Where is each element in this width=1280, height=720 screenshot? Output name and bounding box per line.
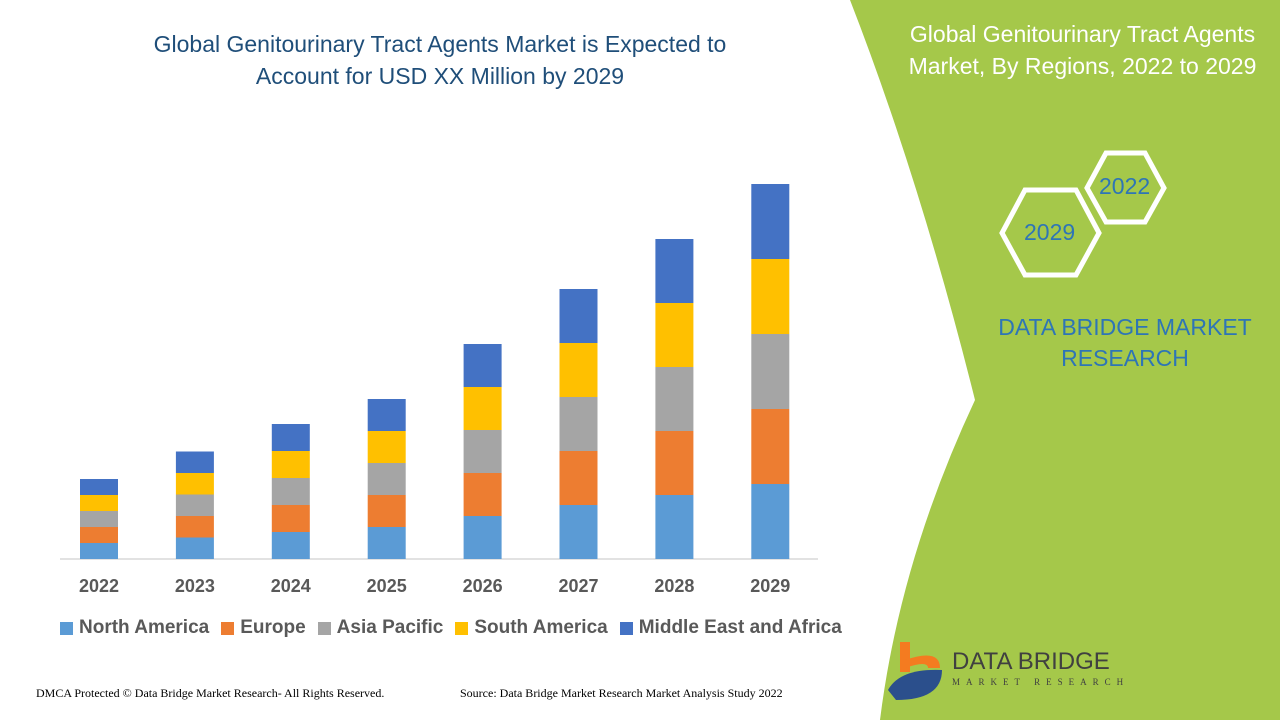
- legend-item: Asia Pacific: [317, 617, 444, 639]
- bar-segment-2027-north-america: [559, 505, 598, 559]
- bar-segment-2022-asia-pacific: [80, 511, 118, 527]
- bar-segment-2023-asia-pacific: [175, 494, 214, 516]
- side-title: Global Genitourinary Tract Agents Market…: [890, 18, 1275, 82]
- bar-segment-2025-asia-pacific: [367, 463, 406, 495]
- legend-item: North America: [60, 617, 209, 639]
- bar-segment-2022-north-america: [80, 543, 118, 559]
- bar-segment-2022-middle-east-and-africa: [80, 479, 118, 495]
- bar-segment-2028-south-america: [655, 303, 694, 367]
- x-tick-labels: 2022 2023 2024 2025 2026 2027 2028 2029: [79, 576, 790, 596]
- hex-year-2022: 2022: [1099, 173, 1151, 199]
- brand-line-1: DATA BRIDGE MARKET: [998, 314, 1252, 340]
- bar-segment-2026-asia-pacific: [463, 430, 502, 473]
- bar-segment-2023-north-america: [175, 537, 214, 559]
- bar-segment-2024-north-america: [271, 532, 310, 559]
- footer-source: Source: Data Bridge Market Research Mark…: [460, 686, 783, 700]
- bar-segment-2028-asia-pacific: [655, 367, 694, 431]
- bar-segment-2028-europe: [655, 431, 694, 495]
- bar-segment-2024-south-america: [271, 451, 310, 478]
- legend: North America Europe Asia Pacific South Ame…: [60, 617, 842, 639]
- title-line-1: Global Genitourinary Tract Agents Market…: [153, 31, 727, 57]
- legend-label: North America: [79, 617, 210, 638]
- hexagon-2022: [1084, 150, 1167, 225]
- x-tick-2023: 2023: [175, 576, 215, 596]
- bar-segment-2022-south-america: [80, 495, 118, 511]
- bar-segment-2029-middle-east-and-africa: [751, 184, 790, 259]
- x-tick-2022: 2022: [79, 576, 119, 596]
- bar-segment-2026-europe: [463, 473, 502, 516]
- bar-segment-2024-middle-east-and-africa: [271, 424, 310, 451]
- bar-segment-2023-middle-east-and-africa: [175, 451, 214, 473]
- legend-swatch: [60, 621, 73, 635]
- bar-segment-2026-north-america: [463, 516, 502, 559]
- legend-label: Asia Pacific: [336, 617, 444, 638]
- bar-segment-2028-middle-east-and-africa: [655, 239, 694, 303]
- legend-label: Europe: [240, 617, 306, 638]
- side-title-line-2: Market, By Regions, 2022 to 2029: [908, 53, 1257, 79]
- chart-title: Global Genitourinary Tract Agents Market…: [90, 28, 790, 92]
- bar-segment-2025-middle-east-and-africa: [367, 399, 406, 431]
- bar-segment-2027-middle-east-and-africa: [559, 289, 598, 343]
- x-tick-2027: 2027: [558, 576, 598, 596]
- bar-segment-2027-europe: [559, 451, 598, 505]
- bar-segment-2027-south-america: [559, 343, 598, 397]
- legend-swatch: [455, 621, 469, 635]
- green-panel: [850, 0, 1280, 720]
- bar-segment-2025-north-america: [367, 527, 406, 559]
- x-tick-2028: 2028: [654, 576, 694, 596]
- bar-segment-2029-south-america: [751, 259, 790, 334]
- brand-text: DATA BRIDGE MARKET RESEARCH: [985, 312, 1265, 374]
- x-tick-2025: 2025: [367, 576, 407, 596]
- legend-item: South America: [455, 617, 608, 639]
- x-tick-2029: 2029: [750, 576, 790, 596]
- legend-label: Middle East and Africa: [638, 617, 842, 638]
- footer-copyright: DMCA Protected © Data Bridge Market Rese…: [36, 686, 385, 700]
- legend-item: Middle East and Africa: [619, 617, 842, 639]
- bars: [80, 184, 790, 559]
- hexagon-2029: [999, 187, 1102, 278]
- brand-line-2: RESEARCH: [1061, 345, 1189, 371]
- bar-segment-2029-north-america: [751, 484, 790, 559]
- bar-segment-2029-europe: [751, 409, 790, 484]
- bar-segment-2025-europe: [367, 495, 406, 527]
- bar-segment-2027-asia-pacific: [559, 397, 598, 451]
- legend-swatch: [221, 621, 235, 635]
- logo-subtitle: MARKET RESEARCH: [952, 677, 1130, 687]
- bar-segment-2024-europe: [271, 505, 310, 532]
- x-tick-2026: 2026: [463, 576, 503, 596]
- bar-segment-2023-south-america: [175, 473, 214, 495]
- bar-segment-2022-europe: [80, 527, 118, 543]
- legend-item: Europe: [221, 617, 306, 639]
- title-line-2: Account for USD XX Million by 2029: [255, 63, 625, 89]
- logo-icon: [888, 642, 942, 700]
- side-title-line-1: Global Genitourinary Tract Agents: [909, 21, 1256, 47]
- x-tick-2024: 2024: [271, 576, 311, 596]
- bar-segment-2029-asia-pacific: [751, 334, 790, 409]
- legend-swatch: [317, 621, 331, 635]
- bar-segment-2025-south-america: [367, 431, 406, 463]
- bar-segment-2024-asia-pacific: [271, 478, 310, 505]
- bar-segment-2023-europe: [175, 516, 214, 538]
- logo-name: DATA BRIDGE: [952, 648, 1110, 675]
- legend-label: South America: [474, 617, 608, 638]
- bar-segment-2028-north-america: [655, 495, 694, 559]
- bar-segment-2026-middle-east-and-africa: [463, 344, 502, 387]
- bar-segment-2026-south-america: [463, 387, 502, 430]
- hex-year-2029: 2029: [1024, 219, 1076, 245]
- legend-swatch: [619, 621, 633, 635]
